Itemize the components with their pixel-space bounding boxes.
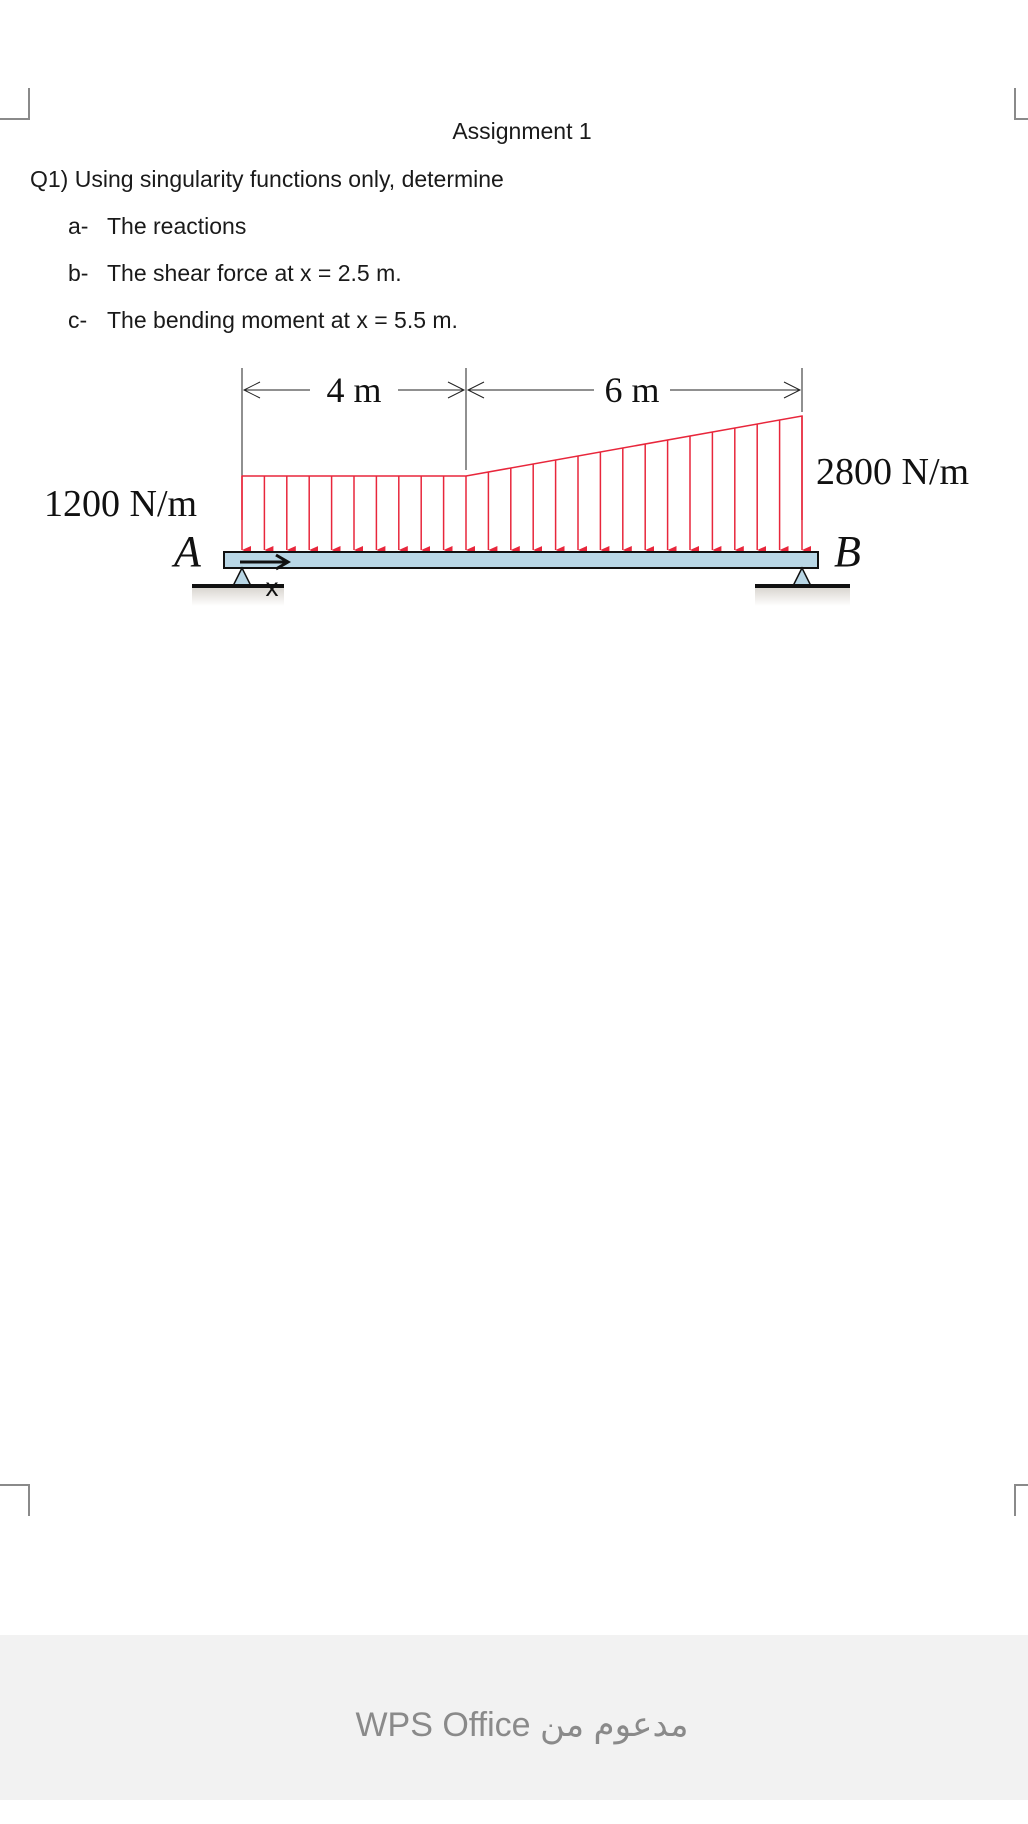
x-axis-label: x xyxy=(266,572,279,602)
beam-diagram: 4 m 6 m x 1200 N/m 2800 N/m A B xyxy=(44,368,969,606)
list-item-text: The shear force at x = 2.5 m. xyxy=(107,260,402,286)
load-label-right: 2800 N/m xyxy=(816,451,969,493)
list-marker: c- xyxy=(68,307,88,333)
x-axis-arrow xyxy=(240,553,291,571)
dimension-label-right: 6 m xyxy=(604,370,659,410)
document-title: Assignment 1 xyxy=(452,118,592,144)
load-label-left: 1200 N/m xyxy=(44,483,197,525)
list-item: c- The bending moment at x = 5.5 m. xyxy=(68,307,458,334)
list-item: b- The shear force at x = 2.5 m. xyxy=(68,260,402,287)
load-outline xyxy=(241,415,803,520)
list-marker: a- xyxy=(68,213,89,239)
bottom-strip xyxy=(0,1800,1028,1824)
page-corner-mark xyxy=(0,88,30,120)
dimension-label-left: 4 m xyxy=(326,370,381,410)
support-label-a: A xyxy=(171,527,202,576)
dimension-lines xyxy=(241,368,803,478)
list-item-text: The bending moment at x = 5.5 m. xyxy=(107,307,458,333)
document-page: Assignment 1 Q1) Using singularity funct… xyxy=(0,88,1028,1516)
support-b xyxy=(755,566,850,606)
support-label-b: B xyxy=(834,527,861,576)
list-item: a- The reactions xyxy=(68,213,246,240)
footer-banner xyxy=(0,1635,1028,1800)
support-a xyxy=(192,566,284,606)
page-corner-mark xyxy=(0,1484,30,1516)
question-text: Q1) Using singularity functions only, de… xyxy=(30,166,504,192)
page-corner-mark xyxy=(1014,88,1028,120)
footer-brand-text: WPS Office مدعوم من xyxy=(355,1706,689,1744)
beam xyxy=(223,551,819,569)
list-item-text: The reactions xyxy=(107,213,247,239)
page-corner-mark xyxy=(1014,1484,1028,1516)
list-marker: b- xyxy=(68,260,89,286)
load-arrows xyxy=(241,416,811,554)
